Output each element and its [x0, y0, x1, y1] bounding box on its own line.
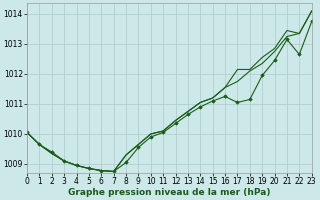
X-axis label: Graphe pression niveau de la mer (hPa): Graphe pression niveau de la mer (hPa) [68, 188, 271, 197]
